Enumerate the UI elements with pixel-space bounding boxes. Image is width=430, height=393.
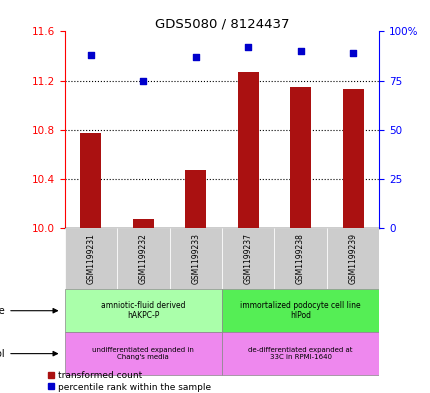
- Bar: [326, 228, 378, 289]
- Text: GSM1199238: GSM1199238: [295, 233, 304, 284]
- Text: GSM1199233: GSM1199233: [191, 233, 200, 284]
- Bar: [289, 87, 310, 228]
- Bar: [221, 289, 378, 332]
- Text: immortalized podocyte cell line
hIPod: immortalized podocyte cell line hIPod: [240, 301, 360, 320]
- Bar: [64, 228, 117, 289]
- Bar: [169, 228, 221, 289]
- Point: [87, 52, 94, 58]
- Bar: [117, 228, 169, 289]
- Legend: transformed count, percentile rank within the sample: transformed count, percentile rank withi…: [47, 371, 211, 391]
- Text: GSM1199239: GSM1199239: [348, 233, 357, 284]
- Text: GSM1199231: GSM1199231: [86, 233, 95, 284]
- Bar: [132, 219, 154, 228]
- Bar: [274, 228, 326, 289]
- Bar: [221, 228, 274, 289]
- Title: GDS5080 / 8124437: GDS5080 / 8124437: [154, 17, 289, 30]
- Point: [297, 48, 304, 54]
- Bar: [64, 332, 221, 375]
- Text: de-differentiated expanded at
33C in RPMI-1640: de-differentiated expanded at 33C in RPM…: [248, 347, 352, 360]
- Bar: [80, 133, 101, 228]
- Point: [192, 54, 199, 60]
- Point: [244, 44, 251, 50]
- Point: [349, 50, 356, 56]
- Text: undifferentiated expanded in
Chang's media: undifferentiated expanded in Chang's med…: [92, 347, 194, 360]
- Point: [140, 77, 147, 84]
- Text: GSM1199237: GSM1199237: [243, 233, 252, 284]
- Bar: [342, 89, 363, 228]
- Bar: [185, 170, 206, 228]
- Text: GSM1199232: GSM1199232: [138, 233, 147, 284]
- Text: growth protocol: growth protocol: [0, 349, 5, 359]
- Bar: [237, 72, 258, 228]
- Text: amniotic-fluid derived
hAKPC-P: amniotic-fluid derived hAKPC-P: [101, 301, 185, 320]
- Text: cell line: cell line: [0, 306, 5, 316]
- Bar: [221, 332, 378, 375]
- Bar: [64, 289, 221, 332]
